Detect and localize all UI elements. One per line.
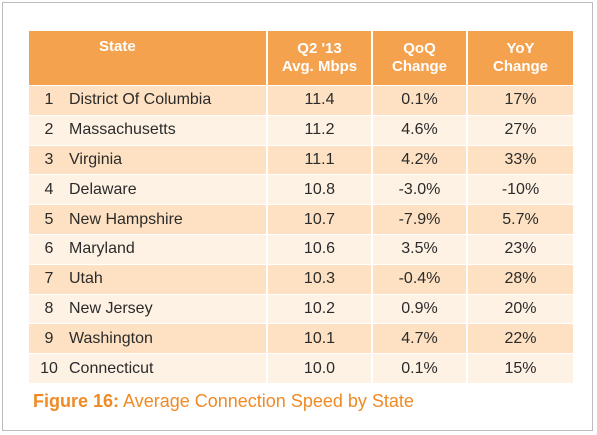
yoy-change-cell: 20% [466,293,573,324]
figure-caption-label: Figure 16: [33,391,120,411]
table-row: 5 New Hampshire 10.7 -7.9% 5.7% [29,204,573,235]
table-row: 8 New Jersey 10.2 0.9% 20% [29,293,573,324]
header-qoq-line1: QoQ [403,40,436,57]
yoy-change-cell: 27% [466,114,573,146]
figure-caption: Figure 16: Average Connection Speed by S… [33,391,414,412]
table-row: 3 Virginia 11.1 4.2% 33% [29,144,573,175]
avg-mbps-cell: 10.1 [266,323,372,354]
qoq-change-cell: 0.1% [371,353,467,383]
table-header: State Q2 '13 Avg. Mbps QoQ Change YoY Ch… [29,31,573,86]
qoq-change-cell: -7.9% [371,204,467,235]
qoq-change-cell: 3.5% [371,233,467,265]
avg-mbps-cell: 11.2 [266,114,372,146]
header-row: State Q2 '13 Avg. Mbps QoQ Change YoY Ch… [29,31,573,86]
header-qoq-change: QoQ Change [371,31,467,86]
state-cell: Virginia [69,144,267,175]
speed-by-state-table: State Q2 '13 Avg. Mbps QoQ Change YoY Ch… [29,31,573,383]
yoy-change-cell: 22% [466,323,573,354]
yoy-change-cell: 15% [466,353,573,383]
state-cell: Washington [69,323,267,354]
speed-table-container: State Q2 '13 Avg. Mbps QoQ Change YoY Ch… [29,31,573,383]
avg-mbps-cell: 10.6 [266,233,372,265]
table-row: 10 Connecticut 10.0 0.1% 15% [29,353,573,383]
state-cell: Utah [69,263,267,295]
rank-cell: 7 [29,263,69,295]
qoq-change-cell: 4.2% [371,144,467,175]
avg-mbps-cell: 11.1 [266,144,372,175]
header-state: State [29,31,267,86]
avg-mbps-cell: 10.3 [266,263,372,295]
state-cell: District Of Columbia [69,85,267,116]
table-row: 9 Washington 10.1 4.7% 22% [29,323,573,354]
state-cell: New Jersey [69,293,267,324]
state-cell: Massachusetts [69,114,267,146]
rank-cell: 4 [29,174,69,205]
state-cell: New Hampshire [69,204,267,235]
header-yoy-change: YoY Change [466,31,573,86]
yoy-change-cell: 23% [466,233,573,265]
qoq-change-cell: 0.1% [371,85,467,116]
yoy-change-cell: 5.7% [466,204,573,235]
rank-cell: 8 [29,293,69,324]
yoy-change-cell: -10% [466,174,573,205]
qoq-change-cell: 4.7% [371,323,467,354]
rank-cell: 1 [29,85,69,116]
table-row: 7 Utah 10.3 -0.4% 28% [29,263,573,295]
header-qoq-line2: Change [391,58,447,75]
avg-mbps-cell: 11.4 [266,85,372,116]
table-row: 1 District Of Columbia 11.4 0.1% 17% [29,85,573,116]
qoq-change-cell: -3.0% [371,174,467,205]
table-row: 4 Delaware 10.8 -3.0% -10% [29,174,573,205]
qoq-change-cell: -0.4% [371,263,467,295]
yoy-change-cell: 17% [466,85,573,116]
figure-frame: State Q2 '13 Avg. Mbps QoQ Change YoY Ch… [2,2,593,431]
rank-cell: 3 [29,144,69,175]
qoq-change-cell: 0.9% [371,293,467,324]
table-body: 1 District Of Columbia 11.4 0.1% 17% 2 M… [29,85,573,383]
table-row: 6 Maryland 10.6 3.5% 23% [29,233,573,265]
header-avg-line1: Q2 '13 [297,40,342,57]
yoy-change-cell: 33% [466,144,573,175]
header-avg-mbps: Q2 '13 Avg. Mbps [266,31,372,86]
figure-caption-text: Average Connection Speed by State [119,391,414,411]
rank-cell: 2 [29,114,69,146]
table-row: 2 Massachusetts 11.2 4.6% 27% [29,114,573,146]
state-cell: Delaware [69,174,267,205]
qoq-change-cell: 4.6% [371,114,467,146]
avg-mbps-cell: 10.0 [266,353,372,383]
header-avg-line2: Avg. Mbps [281,58,358,75]
rank-cell: 5 [29,204,69,235]
rank-cell: 9 [29,323,69,354]
yoy-change-cell: 28% [466,263,573,295]
avg-mbps-cell: 10.2 [266,293,372,324]
state-cell: Connecticut [69,353,267,383]
state-cell: Maryland [69,233,267,265]
avg-mbps-cell: 10.8 [266,174,372,205]
header-yoy-line1: YoY [506,40,535,57]
avg-mbps-cell: 10.7 [266,204,372,235]
rank-cell: 6 [29,233,69,265]
rank-cell: 10 [29,353,69,383]
header-yoy-line2: Change [492,58,548,75]
